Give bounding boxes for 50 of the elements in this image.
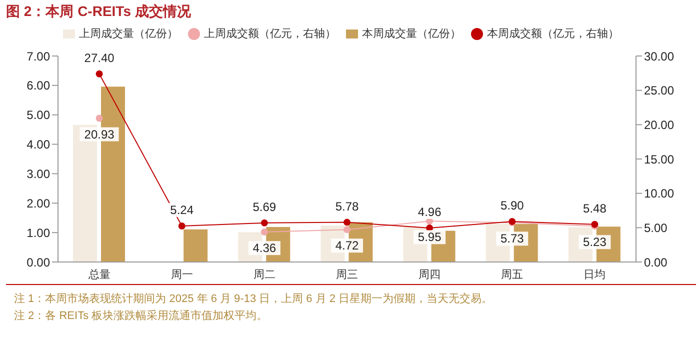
y2-tick-label: 0.00 [644,255,668,270]
legend-label: 上周成交量（亿份） [79,28,178,40]
legend-label: 本周成交额（亿元，右轴） [487,28,619,40]
bar [184,229,208,262]
x-tick-label: 日均 [584,268,606,281]
x-tick-label: 周四 [418,268,441,281]
data-label: 5.23 [583,235,607,250]
y-tick-label: 2.00 [26,196,50,210]
y-tick-label: 4.00 [26,138,50,152]
y2-tick-label: 20.00 [644,118,674,132]
y2-tick-label: 5.00 [644,220,668,235]
point [96,114,103,122]
x-tick-label: 周一 [170,268,193,281]
data-label: 5.24 [170,203,194,218]
data-label: 5.78 [335,199,359,214]
y2-tick-label: 10.00 [644,186,674,201]
x-tick-label: 周三 [336,268,358,281]
data-label: 4.96 [418,204,442,219]
legend-label: 上周成交额（亿元，右轴） [204,28,336,40]
point [344,226,350,234]
x-tick-label: 周五 [501,268,524,281]
data-label: 5.69 [252,200,276,214]
y2-tick-label: 30.00 [644,49,674,64]
data-label: 27.40 [84,50,115,65]
data-label: 4.72 [335,238,359,253]
chart-title: 图 2：本周 C-REITs 成交情况 [5,2,192,21]
y-tick-label: 3.00 [26,166,50,181]
x-tick-label: 总量 [87,268,110,281]
data-label: 4.36 [252,241,276,256]
legend-label: 本周成交量（亿份） [362,28,461,40]
text: 注 2：各 REITs 板块涨跌幅采用流通市值加权平均。 [14,308,269,324]
data-label: 5.90 [500,198,524,212]
point [178,222,186,230]
x-tick-label: 周二 [253,268,276,281]
y-tick-label: 7.00 [26,49,50,64]
point [344,218,350,226]
point [260,228,268,236]
y-tick-label: 1.00 [26,226,50,240]
data-label: 5.95 [418,230,442,244]
y-tick-label: 6.00 [26,78,50,93]
data-label: 5.73 [500,232,524,246]
data-label: 20.93 [84,127,115,142]
data-label: 5.48 [583,201,607,216]
y2-tick-label: 25.00 [644,84,674,98]
y-tick-label: 0.00 [26,255,50,270]
y-tick-label: 5.00 [26,108,50,122]
point [260,219,268,226]
text: 注 1：本周市场表现统计期间为 2025 年 6 月 9-13 日，上周 6 月 2 日星期一为假期，当天无交易。 [14,292,494,307]
y2-tick-label: 15.00 [644,152,674,166]
point [96,70,103,78]
